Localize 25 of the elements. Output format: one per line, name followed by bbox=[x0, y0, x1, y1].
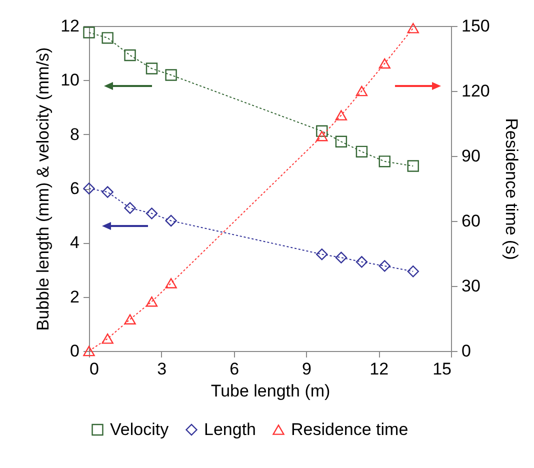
y-tick-label: 2 bbox=[70, 287, 80, 306]
y-tick-label: 4 bbox=[70, 233, 80, 252]
x-tick-label: 9 bbox=[302, 360, 312, 378]
x-tick-label: 6 bbox=[230, 360, 240, 378]
y-tick-label: 0 bbox=[70, 342, 80, 360]
y-tick-label: 6 bbox=[70, 179, 80, 198]
x-tick-label: 0 bbox=[90, 360, 99, 378]
y2-tick-label: 90 bbox=[462, 146, 480, 166]
y2-tick-label: 0 bbox=[462, 342, 471, 360]
y-axis-title: Bubble length (mm) & velocity (mm/s) bbox=[34, 47, 53, 331]
y-tick-label: 8 bbox=[70, 124, 80, 144]
x-axis-title: Tube length (m) bbox=[210, 382, 330, 400]
x-tick-label: 12 bbox=[370, 360, 389, 378]
x-tick-label: 3 bbox=[157, 360, 167, 378]
y2-axis-title: Residence time (s) bbox=[502, 118, 521, 260]
y2-tick-label: 120 bbox=[462, 82, 490, 100]
y-tick-label: 10 bbox=[60, 70, 80, 90]
y2-tick-label: 30 bbox=[462, 276, 480, 296]
y2-tick-label: 150 bbox=[462, 16, 490, 36]
y-tick-label: 12 bbox=[60, 16, 80, 36]
legend-label: Residence time bbox=[291, 420, 408, 439]
y2-tick-label: 60 bbox=[462, 212, 480, 230]
legend-label: Velocity bbox=[110, 420, 170, 439]
legend-label: Length bbox=[204, 420, 256, 439]
x-tick-label: 15 bbox=[432, 360, 452, 378]
